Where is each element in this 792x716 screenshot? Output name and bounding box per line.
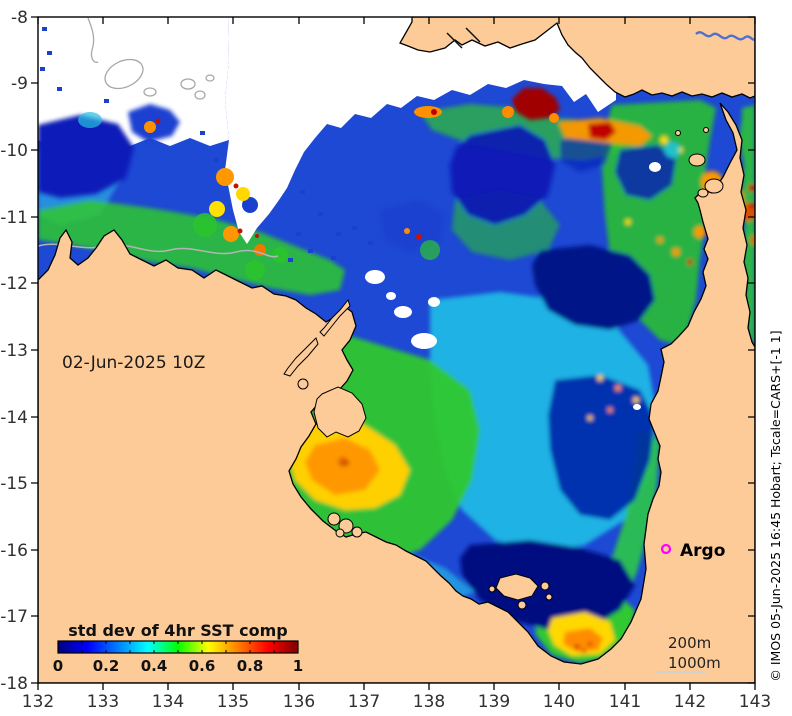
- y-tick-label: -13: [0, 341, 28, 361]
- sst-data-field: [38, 100, 755, 663]
- bathymetry-contour-lines: [38, 243, 279, 258]
- x-tick-label: 132: [22, 692, 54, 712]
- groote-eylandt-island: [313, 386, 367, 438]
- y-tick-label: -14: [0, 408, 28, 428]
- x-tick-label: 133: [87, 692, 119, 712]
- depth-1000m-label: 1000m: [668, 654, 721, 672]
- y-tick-label: -10: [0, 141, 28, 161]
- y-tick-label: -17: [0, 607, 28, 627]
- bickerton-island: [297, 378, 309, 390]
- australia-landmass: [38, 102, 755, 683]
- islands: [283, 127, 724, 610]
- wessel-islands-2: [283, 337, 319, 377]
- argo-float-marker: [660, 543, 672, 555]
- y-tick-label: -18: [0, 674, 28, 694]
- foreign-coastline-outlines: [87, 17, 215, 100]
- wessel-islands: [319, 298, 351, 337]
- x-tick-label: 138: [413, 692, 445, 712]
- y-tick-label: -16: [0, 541, 28, 561]
- y-tick-label: -12: [0, 274, 28, 294]
- colorbar-title: std dev of 4hr SST comp: [68, 621, 287, 640]
- map-area: [38, 17, 755, 683]
- colorbar-tick-label: 0.2: [93, 657, 120, 675]
- x-tick-label: 137: [348, 692, 380, 712]
- pellew-island: [327, 512, 341, 526]
- torres-strait-island: [688, 153, 706, 167]
- x-tick-label: 143: [739, 692, 771, 712]
- copyright-vertical-label: © IMOS 05-Jun-2025 16:45 Hobart; Tscale=…: [768, 330, 783, 681]
- y-tick-label: -9: [11, 74, 28, 94]
- data-patches-over-clouds: [38, 27, 560, 280]
- date-label: 02-Jun-2025 10Z: [62, 353, 205, 373]
- colorbar-tick-label: 0.4: [141, 657, 168, 675]
- y-axis-labels: -8 -9 -10 -11 -12 -13 -14 -15 -16 -17 -1…: [0, 8, 28, 694]
- x-tick-label: 140: [543, 692, 575, 712]
- x-axis-labels: 132 133 134 135 136 137 138 139 140 141 …: [22, 692, 771, 712]
- y-tick-label: -8: [11, 8, 28, 28]
- river-line: [695, 31, 755, 41]
- depth-200m-label: 200m: [668, 634, 711, 652]
- x-tick-label: 141: [609, 692, 641, 712]
- x-tick-label: 142: [674, 692, 706, 712]
- colorbar: std dev of 4hr SST comp 0 0.2 0.4 0.6 0.…: [53, 621, 303, 675]
- y-tick-label: -11: [0, 208, 28, 228]
- new-guinea-landmass: [399, 17, 755, 99]
- new-guinea-channel-marks: [446, 27, 481, 49]
- x-tick-label: 135: [217, 692, 249, 712]
- argo-label: Argo: [680, 541, 725, 561]
- x-tick-label: 134: [152, 692, 184, 712]
- colorbar-tick-label: 0.6: [189, 657, 216, 675]
- colorbar-tick-label: 0.8: [237, 657, 264, 675]
- colorbar-tick-label: 1: [293, 657, 303, 675]
- x-tick-label: 139: [478, 692, 510, 712]
- colorbar-tick-label: 0: [53, 657, 63, 675]
- x-tick-label: 136: [283, 692, 315, 712]
- axis-ticks: [31, 16, 756, 690]
- y-tick-label: -15: [0, 474, 28, 494]
- mornington-island: [495, 573, 539, 601]
